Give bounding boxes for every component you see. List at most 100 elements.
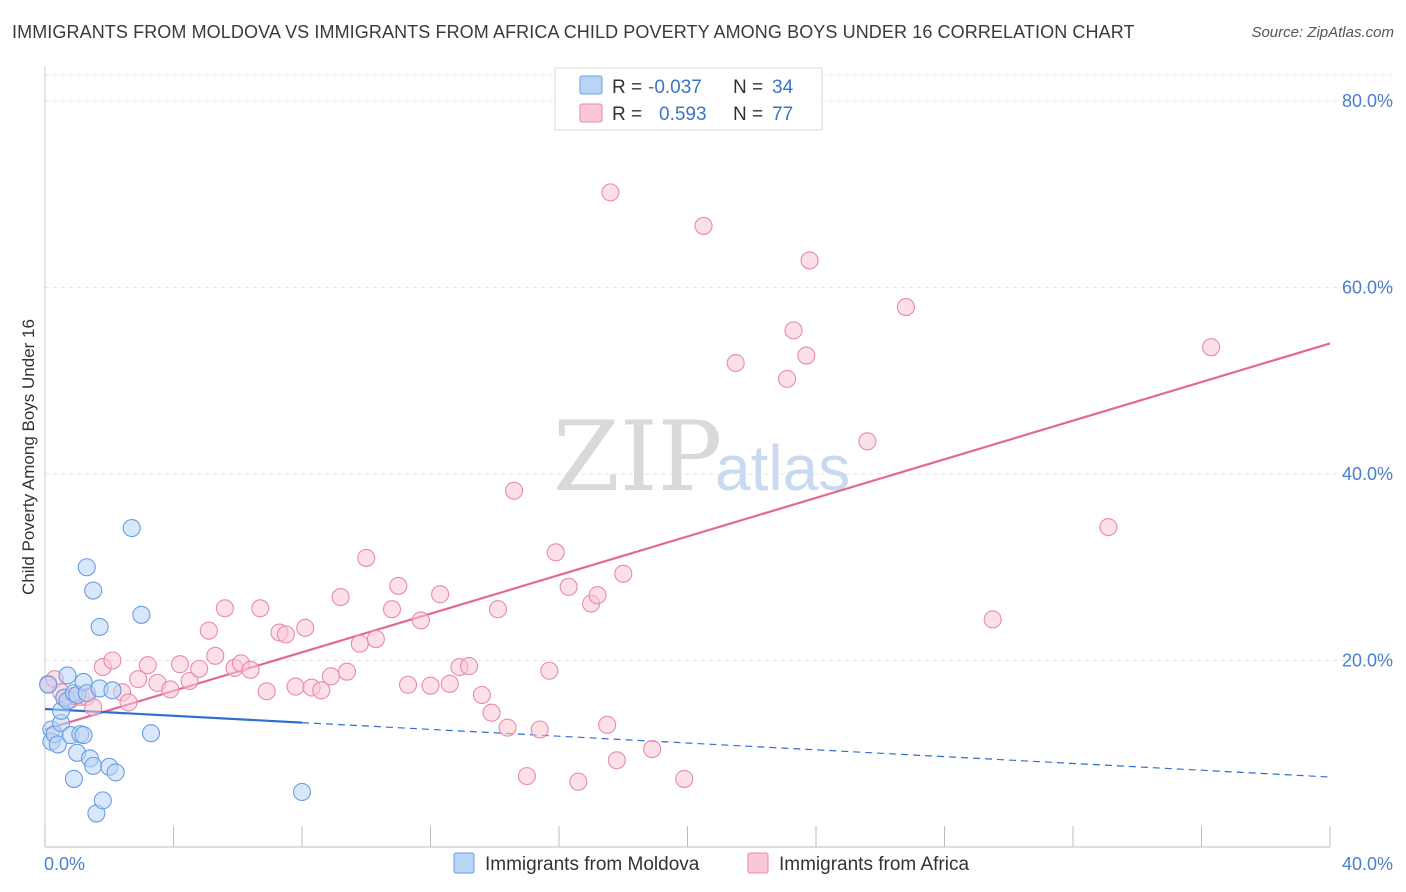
moldova-point — [141, 724, 161, 743]
africa-point — [357, 548, 376, 567]
moldova-point — [103, 681, 122, 700]
source-label: Source: ZipAtlas.com — [1251, 24, 1394, 41]
axes-layer — [44, 66, 1331, 848]
y-tick-label: 20.0% — [1342, 650, 1393, 670]
moldova-point — [292, 782, 312, 802]
africa-point — [569, 772, 588, 791]
africa-point — [540, 661, 559, 680]
africa-point — [726, 353, 745, 373]
moldova-point — [84, 756, 103, 775]
legend-swatch-africa — [579, 103, 603, 123]
moldova-points — [39, 519, 312, 823]
stats-legend: R = -0.037 N = 34 R = 0.593 N = 77 — [554, 67, 823, 131]
africa-point — [800, 251, 819, 270]
moldova-point — [122, 519, 141, 538]
africa-point — [286, 677, 305, 696]
bottom-legend-swatch-africa — [747, 852, 769, 874]
moldova-point — [84, 581, 103, 600]
africa-point — [161, 680, 180, 699]
africa-point — [588, 586, 607, 605]
africa-points — [39, 183, 1221, 791]
africa-point — [103, 651, 122, 670]
africa-point — [472, 685, 491, 705]
bottom-legend-label-africa: Immigrants from Africa — [779, 854, 969, 875]
africa-point — [119, 693, 138, 712]
africa-point — [421, 676, 440, 695]
legend-r-label-africa: R = — [612, 104, 642, 125]
moldova-trend-line-dashed — [301, 722, 1331, 778]
bottom-legend-swatch-moldova — [453, 852, 475, 874]
y-tick-label: 80.0% — [1342, 91, 1393, 111]
africa-point — [601, 183, 620, 202]
africa-point — [546, 543, 565, 562]
africa-point — [459, 657, 479, 676]
x-tick-label: 40.0% — [1342, 854, 1393, 874]
africa-point — [784, 321, 803, 340]
moldova-point — [93, 791, 112, 810]
africa-point — [1099, 518, 1118, 537]
africa-point — [440, 674, 459, 693]
y-axis-title: Child Poverty Among Boys Under 16 — [19, 319, 38, 595]
x-tick-labels: 0.0% 40.0% — [44, 854, 1393, 874]
moldova-point — [39, 675, 58, 694]
legend-n-value-africa: 77 — [772, 104, 793, 125]
chart-title: IMMIGRANTS FROM MOLDOVA VS IMMIGRANTS FR… — [12, 22, 1135, 42]
africa-point — [190, 659, 209, 678]
moldova-point — [48, 735, 67, 754]
africa-point — [614, 564, 633, 583]
africa-point — [241, 660, 260, 679]
africa-point — [206, 646, 225, 665]
africa-point — [411, 611, 430, 630]
africa-point — [170, 655, 189, 674]
legend-n-label-africa: N = — [733, 104, 763, 125]
africa-point — [312, 681, 331, 700]
watermark-atlas: atlas — [715, 432, 850, 504]
africa-point — [983, 610, 1002, 629]
africa-point — [488, 600, 508, 619]
africa-point — [675, 769, 694, 788]
africa-point — [1202, 338, 1221, 357]
africa-point — [389, 576, 408, 595]
africa-point — [559, 577, 578, 596]
africa-point — [607, 751, 626, 770]
africa-point — [331, 588, 350, 607]
africa-point — [321, 667, 340, 686]
legend-n-label-moldova: N = — [733, 77, 763, 98]
africa-point — [199, 621, 218, 640]
africa-point — [215, 599, 234, 618]
watermark-zip: ZIP — [553, 401, 722, 513]
moldova-point — [132, 605, 151, 624]
africa-point — [517, 767, 536, 786]
africa-point — [276, 625, 295, 644]
africa-point — [337, 662, 357, 681]
africa-point — [598, 715, 617, 734]
africa-point — [431, 585, 450, 604]
y-tick-labels: 20.0% 40.0% 60.0% 80.0% — [1342, 91, 1393, 671]
moldova-point — [90, 617, 109, 636]
moldova-trend-line-solid — [44, 707, 303, 724]
africa-point — [694, 216, 713, 235]
legend-r-value-africa: 0.593 — [659, 104, 707, 125]
africa-point — [778, 369, 797, 388]
moldova-point — [58, 666, 77, 685]
moldova-point — [74, 726, 93, 745]
africa-point — [504, 481, 524, 500]
bottom-legend-label-moldova: Immigrants from Moldova — [485, 854, 700, 875]
moldova-point — [64, 769, 83, 788]
africa-point — [498, 718, 517, 737]
legend-r-label-moldova: R = — [612, 77, 642, 98]
africa-point — [858, 432, 877, 451]
africa-point — [797, 346, 816, 365]
y-tick-label: 40.0% — [1342, 464, 1393, 484]
series-legend: Immigrants from Moldova Immigrants from … — [453, 852, 969, 875]
africa-point — [138, 656, 157, 675]
legend-r-value-moldova: -0.037 — [648, 77, 702, 98]
grid-layer — [45, 74, 1394, 661]
africa-point — [896, 298, 916, 317]
africa-point — [530, 720, 549, 739]
africa-point — [296, 618, 315, 637]
moldova-point — [77, 558, 96, 577]
africa-point — [180, 671, 199, 691]
africa-point — [257, 682, 276, 701]
